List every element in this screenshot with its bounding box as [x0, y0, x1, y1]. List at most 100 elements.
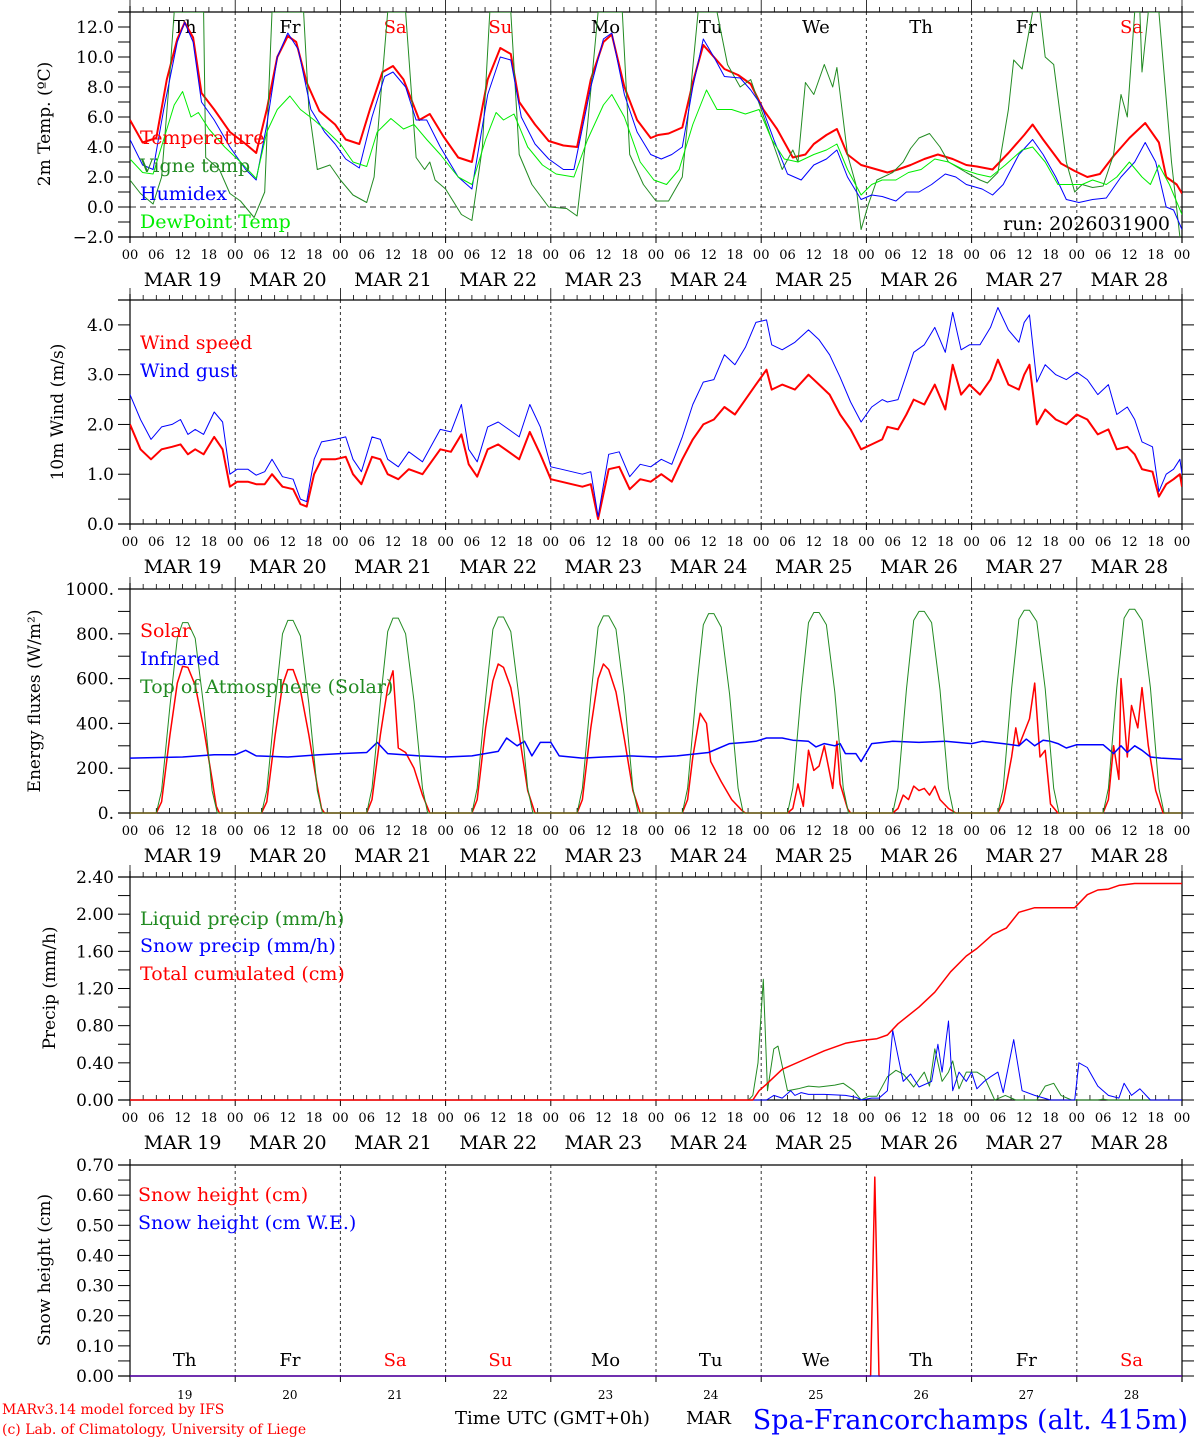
x-hour-label: 18 [621, 535, 638, 550]
x-hour-label: 12 [174, 1111, 191, 1126]
x-hour-label: 12 [700, 824, 717, 839]
x-hour-label: 00 [1069, 248, 1086, 263]
x-day-label: MAR 22 [459, 845, 537, 867]
x-hour-label: 18 [306, 535, 323, 550]
x-hour-label: 12 [280, 535, 297, 550]
x-hour-label: 18 [1042, 248, 1059, 263]
x-hour-label: 00 [227, 1111, 244, 1126]
x-hour-label: 12 [1121, 248, 1138, 263]
weekday-label: Fr [1016, 17, 1037, 38]
weekday-label: Th [173, 17, 197, 38]
x-day-label: MAR 25 [775, 1132, 853, 1154]
x-hour-label: 18 [727, 824, 744, 839]
x-hour-label: 12 [595, 1111, 612, 1126]
series-line-vigne-temp [130, 12, 1181, 238]
x-hour-label: 18 [727, 248, 744, 263]
y-tick-label: 6.0 [87, 108, 114, 128]
x-hour-label: 18 [832, 248, 849, 263]
legend-entry: Snow height (cm) [138, 1184, 308, 1206]
x-hour-label: 06 [990, 824, 1007, 839]
day-number-label: 24 [703, 1388, 719, 1402]
x-hour-label: 18 [411, 535, 428, 550]
x-day-label: MAR 25 [775, 845, 853, 867]
panel-2: 4.0 3.0 2.0 1.0 0.0 10m Wind (m/s) 00 06 12 18 MAR… [48, 288, 1194, 578]
x-hour-label: 00 [332, 535, 349, 550]
x-hour-label: 12 [806, 535, 823, 550]
x-day-label: MAR 24 [670, 269, 748, 291]
x-hour-label: 00 [648, 535, 665, 550]
x-hour-label: 06 [358, 824, 375, 839]
x-hour-label: 12 [595, 248, 612, 263]
x-hour-label: 18 [1042, 535, 1059, 550]
y-tick-label: 1000. [65, 580, 114, 600]
x-hour-label: 00 [437, 535, 454, 550]
x-hour-label: 00 [332, 248, 349, 263]
y-tick-label: 2.40 [76, 868, 114, 888]
x-day-label: MAR 26 [880, 845, 958, 867]
x-hour-label: 00 [648, 824, 665, 839]
x-hour-label: 00 [332, 824, 349, 839]
y-axis-label: Precip (mm/h) [40, 926, 60, 1049]
x-hour-label: 06 [253, 1111, 270, 1126]
x-hour-label: 06 [464, 824, 481, 839]
x-hour-label: 12 [1121, 535, 1138, 550]
x-hour-label: 18 [1147, 824, 1164, 839]
y-tick-label: 600. [76, 670, 114, 690]
x-hour-label: 18 [621, 248, 638, 263]
x-day-label: MAR 28 [1091, 269, 1169, 291]
x-hour-label: 12 [806, 248, 823, 263]
x-hour-label: 18 [727, 1111, 744, 1126]
x-hour-label: 00 [963, 824, 980, 839]
x-hour-label: 06 [990, 535, 1007, 550]
weekday-label: Fr [279, 1350, 300, 1371]
x-day-label: MAR 20 [249, 556, 327, 578]
x-day-label: MAR 25 [775, 556, 853, 578]
y-tick-label: 0.70 [76, 1156, 114, 1176]
x-day-label: MAR 26 [880, 556, 958, 578]
x-hour-label: 12 [385, 824, 402, 839]
x-hour-label: 06 [990, 1111, 1007, 1126]
legend-entry: Top of Atmosphere (Solar) [140, 676, 393, 698]
x-hour-label: 06 [1095, 824, 1112, 839]
y-tick-label: 0.00 [76, 1367, 114, 1387]
x-hour-label: 06 [674, 535, 691, 550]
y-tick-label: 2.0 [87, 168, 114, 188]
x-hour-label: 00 [122, 1111, 139, 1126]
legend-entry: Total cumulated (cm) [140, 963, 345, 985]
x-hour-label: 06 [569, 535, 586, 550]
x-hour-label: 18 [516, 248, 533, 263]
x-day-label: MAR 23 [565, 845, 643, 867]
x-hour-label: 00 [858, 535, 875, 550]
weekday-label: Th [909, 1350, 933, 1371]
x-hour-label: 00 [543, 1111, 560, 1126]
x-hour-label: 18 [937, 248, 954, 263]
x-hour-label: 00 [543, 535, 560, 550]
day-number-label: 23 [598, 1388, 613, 1402]
x-hour-label: 12 [490, 1111, 507, 1126]
x-hour-label: 00 [963, 535, 980, 550]
x-hour-label: 06 [674, 824, 691, 839]
x-hour-label: 18 [306, 248, 323, 263]
x-hour-label: 00 [227, 248, 244, 263]
x-hour-label: 12 [174, 824, 191, 839]
x-day-label: MAR 28 [1091, 845, 1169, 867]
x-hour-label: 00 [1069, 535, 1086, 550]
x-hour-label: 18 [411, 1111, 428, 1126]
x-hour-label: 00 [1174, 248, 1191, 263]
x-day-label: MAR 23 [565, 1132, 643, 1154]
x-hour-label: 06 [464, 535, 481, 550]
x-hour-label: 00 [332, 1111, 349, 1126]
series-line-dewpoint-temp [130, 89, 1182, 215]
x-hour-label: 00 [1174, 535, 1191, 550]
y-tick-label: 0.0 [87, 198, 114, 218]
x-hour-label: 00 [122, 824, 139, 839]
panel-5: 0.70 0.60 0.50 0.40 0.30 0.20 0.10 0.00 Snow hei… [35, 1156, 1194, 1402]
x-hour-label: 12 [385, 1111, 402, 1126]
x-hour-label: 00 [753, 824, 770, 839]
x-hour-label: 06 [779, 248, 796, 263]
x-hour-label: 00 [648, 1111, 665, 1126]
x-hour-label: 12 [1121, 1111, 1138, 1126]
panel-4: 2.40 2.00 1.60 1.20 0.80 0.40 0.00 Precip (mm/h… [40, 865, 1194, 1154]
x-hour-label: 12 [280, 1111, 297, 1126]
y-tick-label: 0.0 [87, 515, 114, 535]
